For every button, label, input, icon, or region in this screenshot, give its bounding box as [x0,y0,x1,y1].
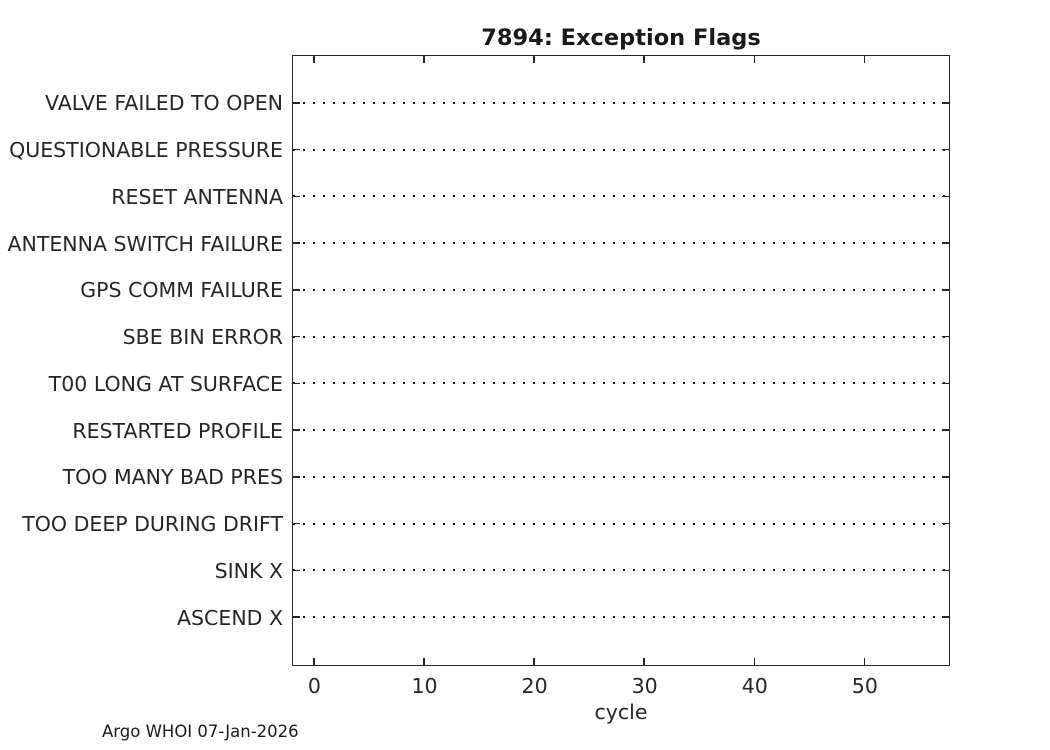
y-category-label: SBE BIN ERROR [122,325,283,350]
y-axis-tick-left [293,335,300,338]
y-axis-tick-right [942,382,949,385]
y-axis-tick-left [293,476,300,478]
category-gridline [293,101,949,104]
y-axis-tick-left [293,569,300,572]
y-category-label: SINK X [214,558,283,583]
x-axis-tick-bottom [643,658,645,665]
y-category-label: RESTARTED PROFILE [72,418,283,443]
y-category-label: T00 LONG AT SURFACE [48,371,283,396]
x-axis-tick-bottom [863,658,866,665]
y-axis-tick-right [942,102,949,104]
x-axis-label: cycle [594,700,648,724]
y-axis-tick-left [293,102,300,104]
y-axis-tick-right [942,569,949,572]
y-axis-tick-left [293,289,300,291]
y-axis-tick-right [942,476,949,478]
category-gridline [293,429,949,432]
y-axis-tick-left [293,382,300,385]
footer-text: Argo WHOI 07-Jan-2026 [102,722,299,741]
y-axis-tick-left [293,148,300,151]
category-gridline [293,195,949,198]
y-axis-tick-right [942,335,949,338]
category-gridline [293,242,949,245]
y-axis-tick-left [293,522,300,525]
x-tick-label: 50 [851,674,878,698]
category-gridline [293,335,949,338]
y-axis-tick-right [942,289,949,291]
x-axis-tick-top [863,56,866,63]
x-axis-tick-top [753,56,755,63]
y-axis-tick-right [942,242,949,244]
y-category-label: RESET ANTENNA [111,184,283,209]
y-category-label: QUESTIONABLE PRESSURE [9,138,283,163]
y-category-label: TOO DEEP DURING DRIFT [22,512,283,537]
y-axis-tick-left [293,242,300,244]
y-axis-tick-left [293,195,300,198]
x-axis-tick-bottom [423,658,425,665]
x-axis-tick-top [313,56,315,63]
category-gridline [293,569,949,572]
x-tick-label: 30 [631,674,658,698]
category-gridline [293,382,949,385]
y-axis-tick-left [293,616,300,618]
y-axis-tick-right [942,195,949,198]
x-tick-label: 40 [741,674,768,698]
y-axis-tick-left [293,429,300,431]
y-axis-tick-right [942,429,949,431]
y-category-label: VALVE FAILED TO OPEN [44,91,283,116]
x-axis-tick-bottom [533,658,535,665]
y-category-label: ANTENNA SWITCH FAILURE [7,231,283,256]
category-gridline [293,288,949,291]
y-category-label: ASCEND X [177,605,283,630]
plot-area [292,55,950,666]
x-axis-tick-top [533,56,535,63]
x-axis-tick-top [423,56,425,63]
x-axis-tick-bottom [313,658,315,665]
category-gridline [293,148,949,151]
y-category-label: TOO MANY BAD PRES [62,465,283,490]
chart-title: 7894: Exception Flags [481,25,761,51]
y-axis-tick-right [942,616,949,618]
x-tick-label: 10 [411,674,438,698]
category-gridline [293,475,949,478]
y-category-label: GPS COMM FAILURE [80,278,283,303]
y-axis-tick-right [942,148,949,151]
x-axis-tick-bottom [753,658,755,665]
x-axis-tick-top [643,56,645,63]
category-gridline [293,616,949,619]
category-gridline [293,522,949,525]
y-axis-tick-right [942,522,949,525]
x-tick-label: 0 [307,674,321,698]
x-tick-label: 20 [521,674,548,698]
